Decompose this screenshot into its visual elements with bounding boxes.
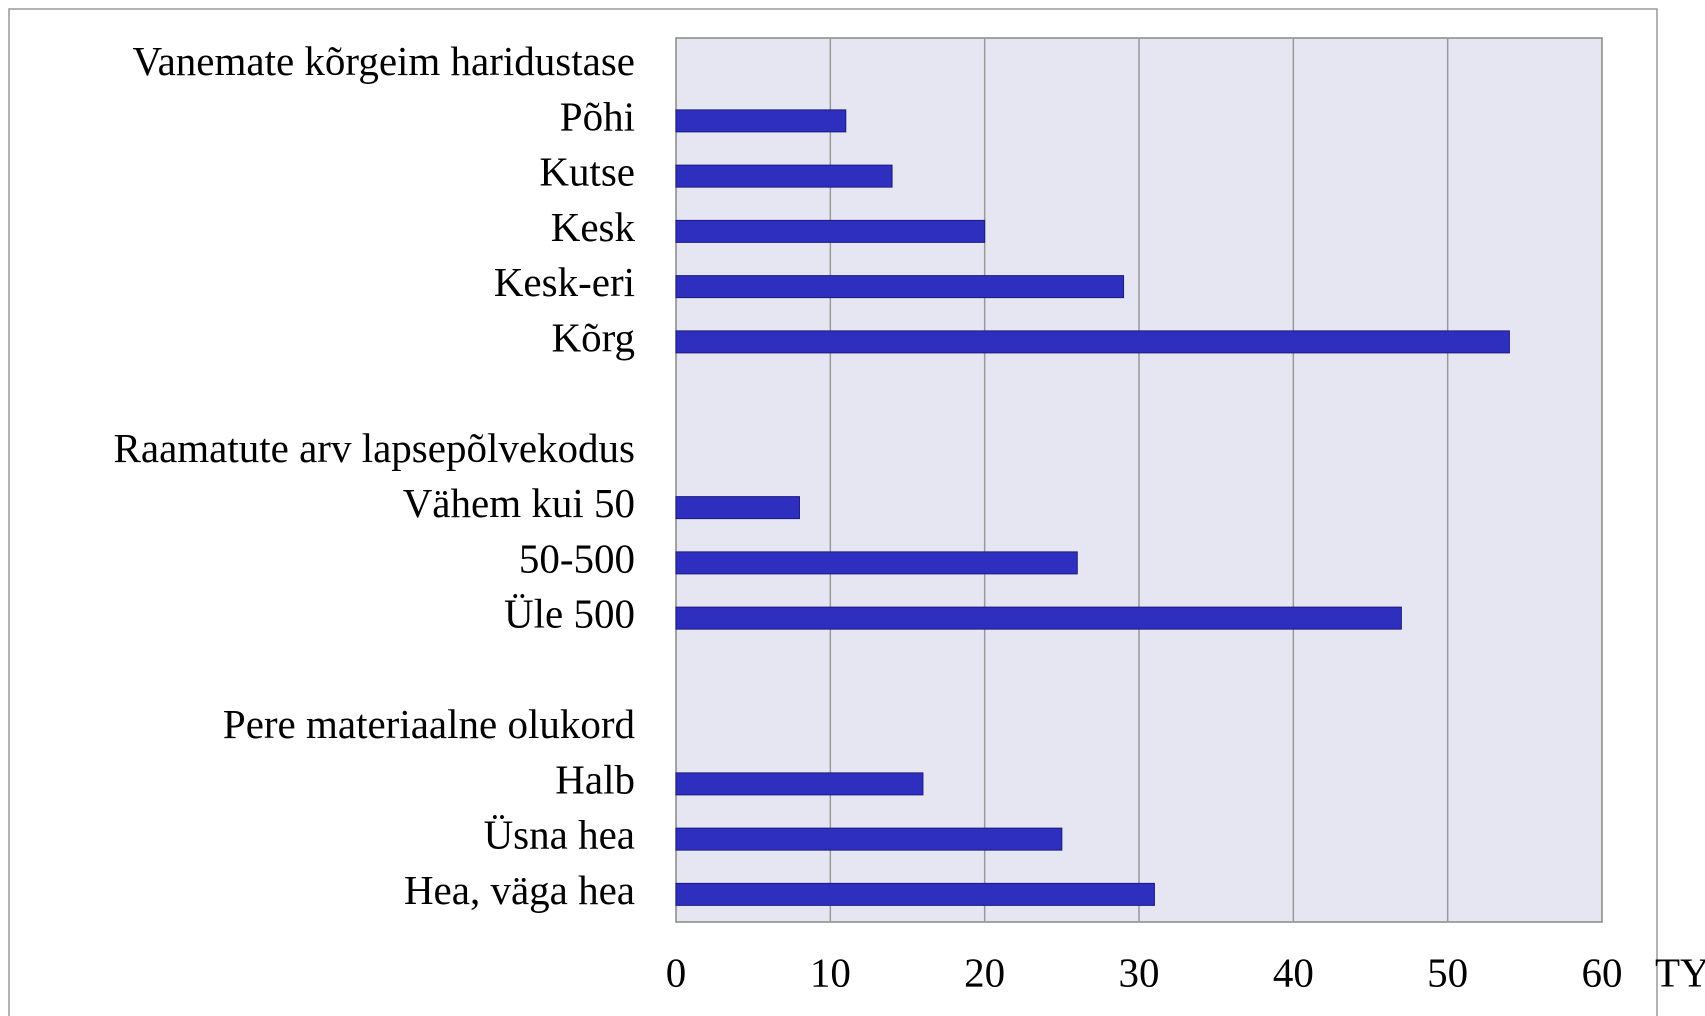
x-tick-label: 30 — [1119, 949, 1160, 995]
x-tick-label: 60 — [1582, 949, 1623, 995]
y-tick-label: Raamatute arv lapsepõlvekodus — [114, 425, 635, 471]
bar — [675, 882, 1155, 906]
y-tick-label: 50-500 — [519, 535, 635, 581]
bar — [675, 606, 1402, 630]
y-tick-label: Põhi — [560, 93, 635, 139]
y-tick-label: Hea, väga hea — [404, 867, 635, 913]
y-tick-label: Vanemate kõrgeim haridustase — [133, 38, 635, 84]
y-tick-label: Kesk-eri — [494, 259, 635, 305]
x-tick-label: 10 — [810, 949, 851, 995]
bar — [675, 551, 1078, 575]
y-tick-label: Halb — [555, 756, 635, 802]
bar — [675, 827, 1063, 851]
bar — [675, 109, 847, 133]
y-tick-label: Vähem kui 50 — [403, 480, 635, 526]
y-tick-label: Kutse — [539, 149, 635, 195]
bar — [675, 219, 986, 243]
annotation: TY — [1655, 949, 1705, 995]
bar — [675, 772, 924, 796]
x-tick-label: 0 — [666, 949, 687, 995]
y-tick-label: Üsna hea — [484, 812, 635, 858]
bar — [675, 330, 1510, 354]
y-tick-label: Üle 500 — [504, 591, 635, 637]
y-tick-label: Kesk — [551, 204, 636, 250]
y-tick-label: Kõrg — [551, 314, 635, 360]
frame — [8, 8, 1658, 1016]
x-tick-label: 50 — [1427, 949, 1468, 995]
x-tick-label: 40 — [1273, 949, 1314, 995]
x-tick-label: 20 — [964, 949, 1005, 995]
bar — [675, 496, 800, 520]
bar — [675, 275, 1125, 299]
bar — [675, 164, 893, 188]
y-tick-label: Pere materiaalne olukord — [223, 701, 635, 747]
